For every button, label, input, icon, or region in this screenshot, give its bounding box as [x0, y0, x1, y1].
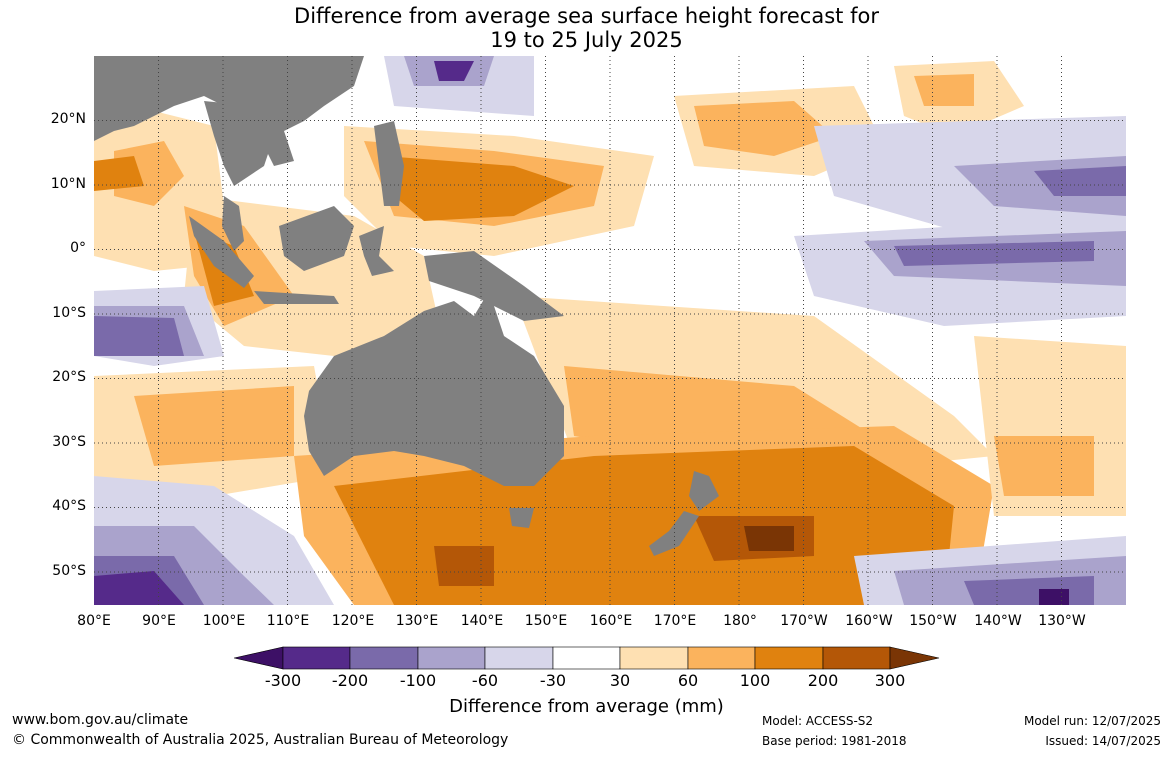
- colorbar-tick: 30: [609, 671, 631, 690]
- lat-label-20s: 20°S: [52, 369, 86, 385]
- lon-label-90e: 90°E: [142, 613, 176, 629]
- land-philippines: [374, 121, 404, 206]
- colorbar-arrow-high: [889, 646, 940, 670]
- lat-label-30s: 30°S: [52, 434, 86, 450]
- website-link[interactable]: www.bom.gov.au/climate: [12, 712, 189, 728]
- colorbar-title: Difference from average (mm): [449, 696, 724, 717]
- copyright-text: © Commonwealth of Australia 2025, Austra…: [12, 732, 509, 748]
- colorbar-arrow-low: [234, 646, 284, 670]
- anomaly-region: [964, 576, 1094, 605]
- colorbar-tick: 300: [874, 671, 906, 690]
- lat-label-40s: 40°S: [52, 498, 86, 514]
- land-borneo: [279, 206, 354, 271]
- land-sulawesi: [359, 226, 394, 276]
- land-malaysia: [222, 196, 244, 251]
- graticule: [94, 56, 1126, 605]
- colorbar-swatch: [484, 646, 554, 670]
- lat-label-0: 0°: [70, 240, 86, 256]
- title-line-1: Difference from average sea surface heig…: [294, 4, 879, 28]
- lon-label-140e: 140°E: [460, 613, 504, 629]
- lon-label-180: 180°: [723, 613, 757, 629]
- land-new-guinea: [424, 251, 564, 321]
- colorbar-tick: -300: [264, 671, 302, 690]
- colorbar-swatch: [552, 646, 621, 670]
- map-title: Difference from average sea surface heig…: [0, 4, 1173, 52]
- model-run-text: Model run: 12/07/2025: [1023, 714, 1161, 728]
- base-period-text: Base period: 1981-2018: [762, 734, 907, 748]
- land-indochina: [204, 101, 274, 186]
- colorbar-swatch: [754, 646, 824, 670]
- land-java: [254, 291, 339, 304]
- lat-label-10n: 10°N: [50, 176, 86, 192]
- anomaly-region: [94, 156, 144, 191]
- colorbar-swatch: [822, 646, 891, 670]
- title-line-2: 19 to 25 July 2025: [490, 28, 683, 52]
- anomaly-region: [434, 546, 494, 586]
- colorbar: [234, 646, 940, 670]
- anomaly-region: [434, 61, 474, 81]
- map-canvas: [94, 56, 1126, 605]
- lon-label-130w: 130°W: [1038, 613, 1086, 629]
- colorbar-tick: -30: [539, 671, 567, 690]
- lon-label-120e: 120°E: [331, 613, 375, 629]
- lon-label-150w: 150°W: [909, 613, 957, 629]
- anomaly-region: [94, 316, 184, 356]
- colorbar-swatch: [417, 646, 486, 670]
- lon-label-130e: 130°E: [395, 613, 439, 629]
- model-text: Model: ACCESS-S2: [762, 714, 874, 728]
- lon-label-80e: 80°E: [77, 613, 111, 629]
- colorbar-tick: 100: [739, 671, 771, 690]
- anomaly-region: [1034, 166, 1126, 196]
- anomaly-region: [744, 526, 794, 551]
- anomaly-region: [994, 436, 1094, 496]
- lon-label-170e: 170°E: [653, 613, 697, 629]
- colorbar-swatch: [282, 646, 351, 670]
- lon-label-170w: 170°W: [780, 613, 828, 629]
- anomaly-region: [694, 101, 834, 156]
- colorbar-swatch: [619, 646, 689, 670]
- colorbar-tick: -60: [471, 671, 499, 690]
- anomaly-region: [914, 74, 974, 106]
- colorbar-tick: -200: [331, 671, 369, 690]
- lat-label-50s: 50°S: [52, 563, 86, 579]
- issued-text: Issued: 14/07/2025: [1045, 734, 1161, 748]
- colorbar-tick: -100: [399, 671, 437, 690]
- lat-label-20n: 20°N: [50, 111, 86, 127]
- colorbar-tick: 200: [807, 671, 839, 690]
- anomaly-region: [94, 571, 184, 605]
- anomaly-region: [894, 241, 1094, 266]
- lon-label-160e: 160°E: [589, 613, 633, 629]
- colorbar-swatch: [687, 646, 756, 670]
- land-new-zealand-south: [649, 511, 699, 556]
- colorbar-swatch: [349, 646, 419, 670]
- lon-label-150e: 150°E: [524, 613, 568, 629]
- land-new-zealand: [689, 471, 719, 511]
- sea-surface-height-map: [94, 56, 1126, 605]
- lon-label-110e: 110°E: [266, 613, 310, 629]
- land-australia: [304, 291, 564, 486]
- land-sumatra: [189, 216, 254, 288]
- anomaly-region: [384, 156, 574, 221]
- anomaly-region: [134, 386, 294, 466]
- lon-label-140w: 140°W: [974, 613, 1022, 629]
- lon-label-100e: 100°E: [202, 613, 246, 629]
- land-asia: [94, 56, 364, 166]
- anomaly-region: [1039, 589, 1069, 605]
- lon-label-160w: 160°W: [845, 613, 893, 629]
- lat-label-10s: 10°S: [52, 305, 86, 321]
- colorbar-tick: 60: [677, 671, 699, 690]
- land-tasmania: [509, 508, 534, 528]
